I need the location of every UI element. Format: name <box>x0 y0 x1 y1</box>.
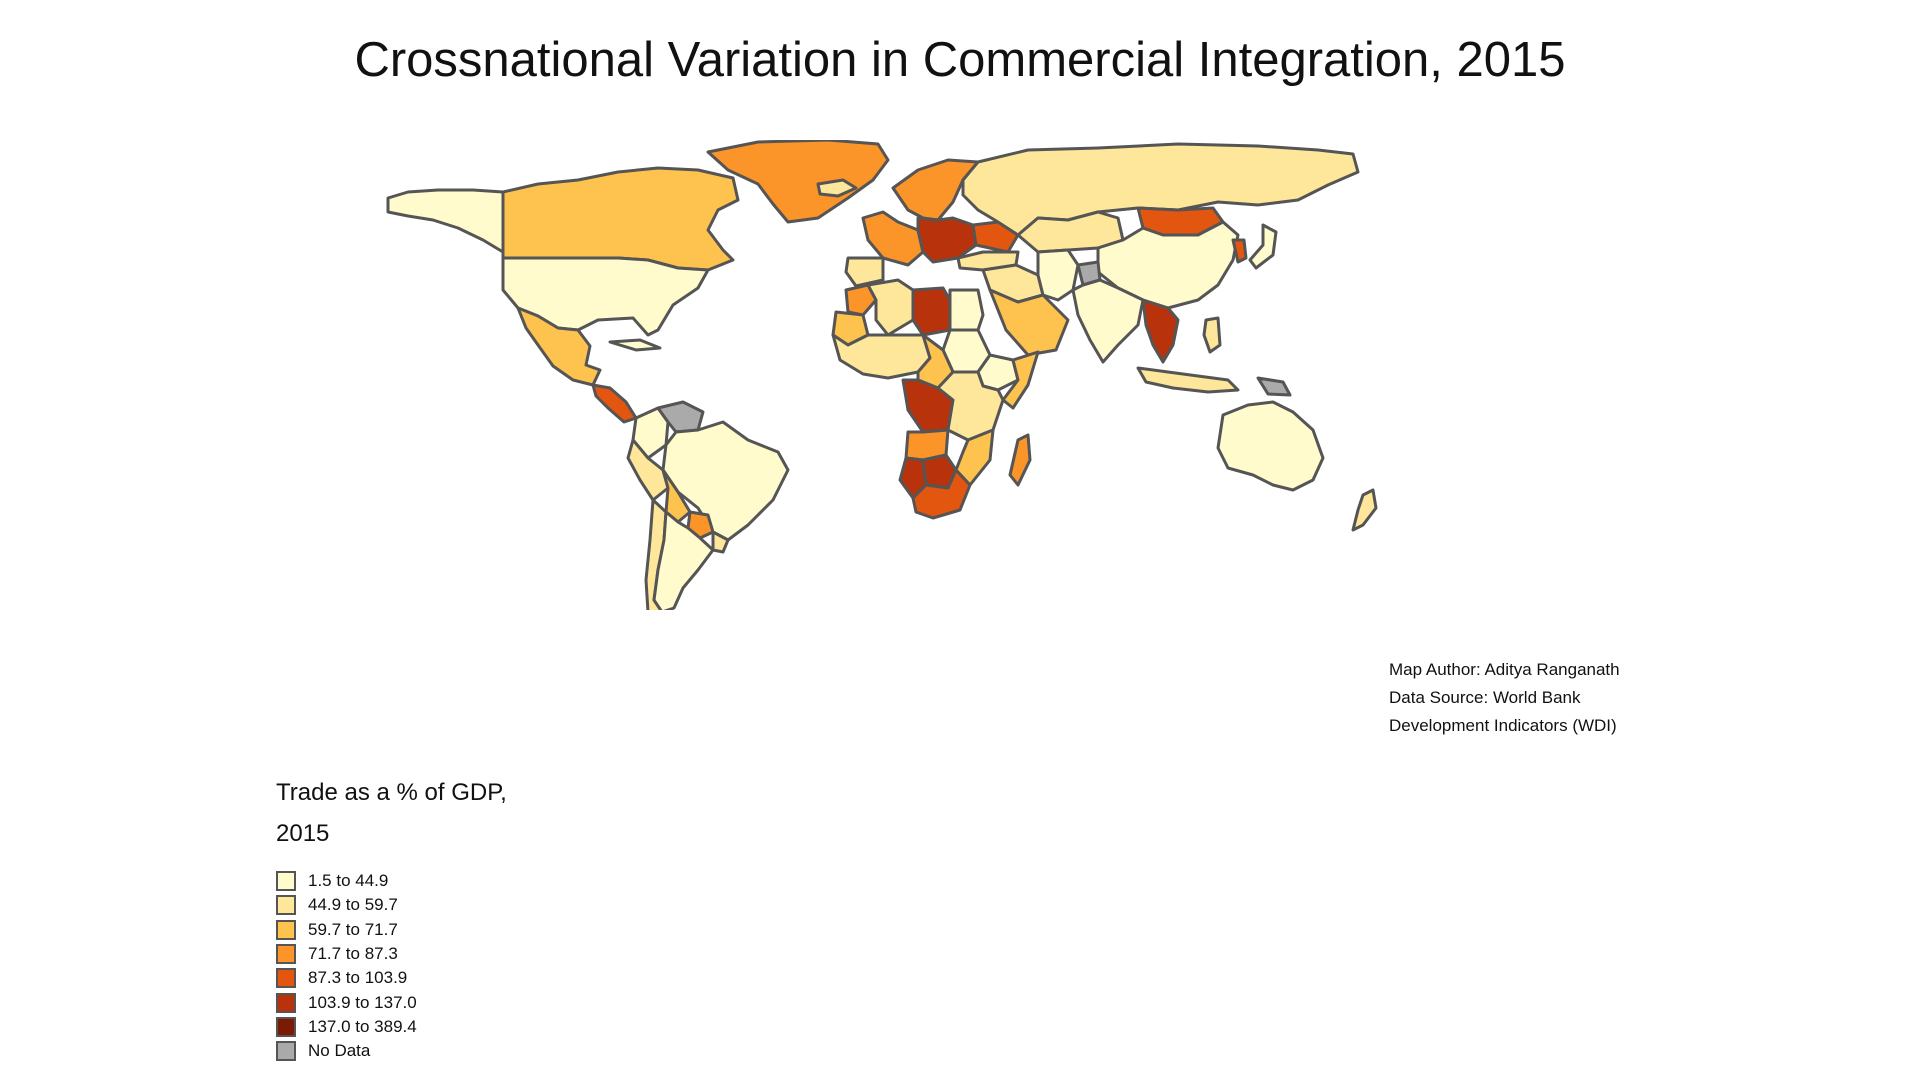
map-region-new-zealand <box>1351 488 1378 532</box>
map-region-korea <box>1231 238 1248 264</box>
legend-label: 71.7 to 87.3 <box>308 944 398 964</box>
legend-item: 103.9 to 137.0 <box>276 990 596 1014</box>
legend-items: 1.5 to 44.9 44.9 to 59.7 59.7 to 71.7 71… <box>276 869 596 1063</box>
map-title: Crossnational Variation in Commercial In… <box>354 33 1566 87</box>
legend-swatch <box>276 1041 296 1062</box>
legend-swatch <box>276 968 296 989</box>
legend-label: No Data <box>308 1041 371 1061</box>
map-region-cuba <box>608 338 662 352</box>
map-region-egypt <box>948 288 985 332</box>
map-credits: Map Author: Aditya Ranganath Data Source… <box>1389 656 1620 740</box>
legend-item: 71.7 to 87.3 <box>276 942 596 966</box>
map-region-saudi-arabia <box>988 288 1070 357</box>
map-region-central-europe <box>916 216 978 264</box>
legend-swatch <box>276 895 296 916</box>
map-region-central-america <box>591 383 638 424</box>
map-region-algeria <box>866 278 915 337</box>
map-region-canada <box>501 166 740 272</box>
map-region-peru <box>626 438 670 502</box>
legend-item: 1.5 to 44.9 <box>276 869 596 893</box>
map-region-uruguay <box>711 530 730 554</box>
map-region-australia <box>1216 400 1325 492</box>
credit-source-cont: Development Indicators (WDI) <box>1389 716 1617 735</box>
legend-item: 87.3 to 103.9 <box>276 966 596 990</box>
legend-title-line2: 2015 <box>276 820 330 847</box>
legend-swatch <box>276 919 296 940</box>
legend-swatch <box>276 871 296 892</box>
map-region-iran <box>1036 248 1080 302</box>
map-region-south-africa <box>911 468 972 520</box>
legend-swatch <box>276 944 296 965</box>
map-region-argentina <box>652 510 715 610</box>
map-region-greenland <box>706 140 890 224</box>
legend-swatch <box>276 992 296 1013</box>
legend-label: 44.9 to 59.7 <box>308 895 398 915</box>
map-region-madagascar <box>1008 433 1032 487</box>
map-region-morocco <box>844 283 878 317</box>
legend-item: 44.9 to 59.7 <box>276 893 596 917</box>
world-map <box>378 140 1593 610</box>
map-region-indonesia <box>1136 366 1240 394</box>
map-region-russia <box>961 142 1360 237</box>
legend-title: Trade as a % of GDP, 2015 <box>276 772 596 854</box>
map-region-alaska <box>386 188 505 254</box>
legend-title-line1: Trade as a % of GDP, <box>276 779 507 806</box>
legend-label: 87.3 to 103.9 <box>308 968 408 988</box>
map-region-papua-new-guinea <box>1256 376 1292 397</box>
credit-source: Data Source: World Bank <box>1389 688 1581 707</box>
map-region-southeast-asia <box>1141 298 1180 364</box>
legend: Trade as a % of GDP, 2015 1.5 to 44.9 44… <box>276 772 596 1063</box>
legend-item: 137.0 to 389.4 <box>276 1015 596 1039</box>
map-region-india <box>1071 278 1145 364</box>
map-region-somalia <box>1001 350 1040 410</box>
legend-label: 59.7 to 71.7 <box>308 919 398 939</box>
map-region-libya <box>911 286 952 337</box>
credit-author: Map Author: Aditya Ranganath <box>1389 660 1620 679</box>
map-region-philippines <box>1202 316 1222 354</box>
world-map-svg <box>386 140 1378 610</box>
legend-label: 103.9 to 137.0 <box>308 992 417 1012</box>
map-region-iceland <box>816 178 858 198</box>
map-region-ukraine <box>971 220 1020 254</box>
map-region-mexico <box>516 306 602 387</box>
legend-label: 137.0 to 389.4 <box>308 1016 417 1036</box>
legend-swatch <box>276 1016 296 1037</box>
legend-label: 1.5 to 44.9 <box>308 871 389 891</box>
map-region-iberia <box>844 256 885 288</box>
legend-item: No Data <box>276 1039 596 1063</box>
map-region-scandinavia <box>891 158 980 222</box>
map-region-brazil <box>661 420 790 542</box>
legend-item: 59.7 to 71.7 <box>276 918 596 942</box>
map-region-japan <box>1248 223 1278 270</box>
